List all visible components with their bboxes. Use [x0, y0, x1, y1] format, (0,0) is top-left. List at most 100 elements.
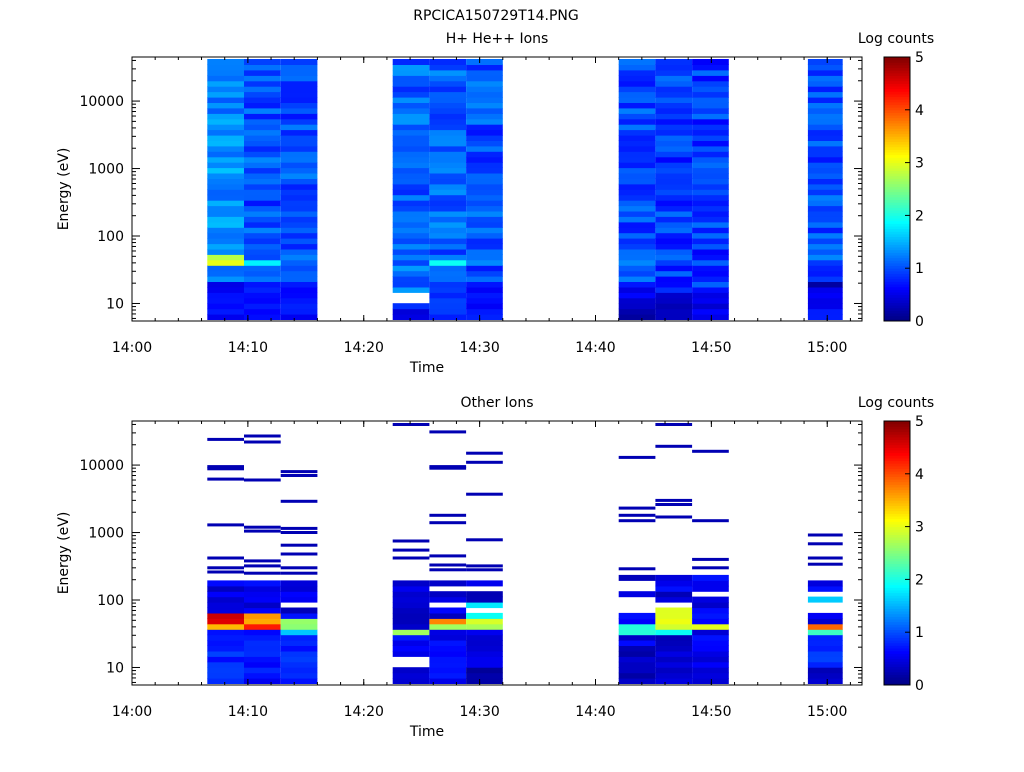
heatmap-line [692, 566, 729, 570]
heatmap-cell [392, 640, 430, 646]
heatmap-line [392, 539, 430, 543]
heatmap-cell [244, 210, 281, 217]
heatmap-cell [466, 129, 503, 136]
heatmap-cell [692, 596, 729, 603]
heatmap-cell [429, 102, 467, 109]
colorbar-segment [884, 655, 910, 660]
colorbar-segment [884, 452, 910, 456]
heatmap-cell [244, 270, 281, 277]
colorbar-segment [884, 215, 910, 219]
colorbar-segment [884, 589, 910, 594]
colorbar-segment [884, 505, 910, 509]
heatmap-cell [429, 221, 467, 228]
heatmap-cell [466, 602, 503, 609]
heatmap-cell [655, 80, 693, 87]
heatmap-line [244, 525, 281, 529]
heatmap-cell [655, 189, 693, 196]
colorbar-segment [884, 550, 910, 554]
heatmap-cell [692, 140, 729, 147]
heatmap-cell [466, 145, 503, 152]
colorbar-segment [884, 579, 910, 583]
heatmap-cell [807, 297, 843, 304]
heatmap-cell [392, 607, 430, 614]
colorbar-segment [884, 64, 910, 69]
heatmap-cell [692, 303, 729, 310]
y-tick-label: 10 [106, 296, 124, 312]
heatmap-cell [280, 113, 318, 120]
colorbar-segment [884, 658, 910, 662]
heatmap-cell [466, 80, 503, 87]
heatmap-line [655, 515, 693, 519]
colorbar-segment [884, 123, 910, 127]
colorbar-segment [884, 278, 910, 282]
heatmap-cell [280, 173, 318, 179]
heatmap-cell [429, 276, 467, 282]
heatmap-cell [244, 183, 281, 190]
colorbar-segment [884, 204, 910, 208]
heatmap-cell [655, 216, 693, 223]
heatmap-cell [207, 270, 244, 277]
x-tick-label: 15:00 [807, 340, 847, 356]
heatmap-cell [692, 118, 729, 125]
heatmap-line [466, 460, 503, 464]
heatmap-cell [466, 178, 503, 185]
heatmap-cell [392, 145, 430, 152]
heatmap-cell [207, 650, 244, 657]
heatmap-cell [244, 303, 281, 310]
heatmap-cell [655, 194, 693, 201]
colorbar-segment [884, 183, 910, 187]
heatmap-cell [655, 167, 693, 174]
colorbar-segment [884, 661, 910, 665]
colorbar-segment [884, 144, 910, 148]
colorbar-segment [884, 62, 910, 66]
colorbar-segment [884, 494, 910, 499]
colorbar-segment [884, 624, 910, 628]
heatmap-cell [207, 200, 244, 207]
heatmap-cell [244, 227, 281, 234]
heatmap-cell [618, 672, 656, 679]
heatmap-line [280, 499, 318, 503]
heatmap-cell [618, 303, 656, 310]
heatmap-cell [280, 618, 318, 625]
heatmap-cell [807, 221, 843, 228]
heatmap-cell [429, 661, 467, 668]
heatmap-cell [280, 156, 318, 163]
heatmap-cell [655, 200, 693, 207]
colorbar-segment [884, 262, 910, 267]
heatmap-cell [207, 276, 244, 282]
colorbar-segment [884, 225, 910, 230]
heatmap-cell [244, 167, 281, 174]
heatmap-cell [655, 205, 693, 212]
heatmap-cell [466, 216, 503, 223]
heatmap-cell [618, 243, 656, 250]
heatmap-cell [692, 216, 729, 223]
heatmap-cell [429, 194, 467, 201]
heatmap-cell [429, 678, 467, 684]
y-tick-label: 100 [97, 593, 124, 609]
heatmap-line [280, 566, 318, 570]
heatmap-cell [207, 281, 244, 288]
heatmap-cell [244, 276, 281, 282]
heatmap-line [244, 434, 281, 438]
x-axis-label: Time [409, 360, 444, 376]
colorbar-segment [884, 307, 910, 311]
heatmap-cell [692, 183, 729, 190]
heatmap-cell [618, 178, 656, 185]
colorbar-segment [884, 284, 910, 288]
heatmap-cell [655, 303, 693, 310]
colorbar: 0 1 2 3 4 5 Log counts [858, 395, 934, 694]
heatmap-cell [207, 135, 244, 141]
heatmap-cell [466, 91, 503, 98]
heatmap-cell [466, 254, 503, 261]
colorbar-segment [884, 558, 910, 562]
colorbar-segment [884, 281, 910, 285]
heatmap-cell [429, 145, 467, 152]
heatmap-cell [807, 678, 843, 684]
heatmap-line [618, 506, 656, 510]
heatmap-cell [618, 216, 656, 223]
heatmap-cell [466, 75, 503, 82]
heatmap-cell [392, 221, 430, 228]
heatmap-cell [618, 286, 656, 293]
heatmap-cell [244, 107, 281, 114]
heatmap-cell [655, 591, 693, 598]
